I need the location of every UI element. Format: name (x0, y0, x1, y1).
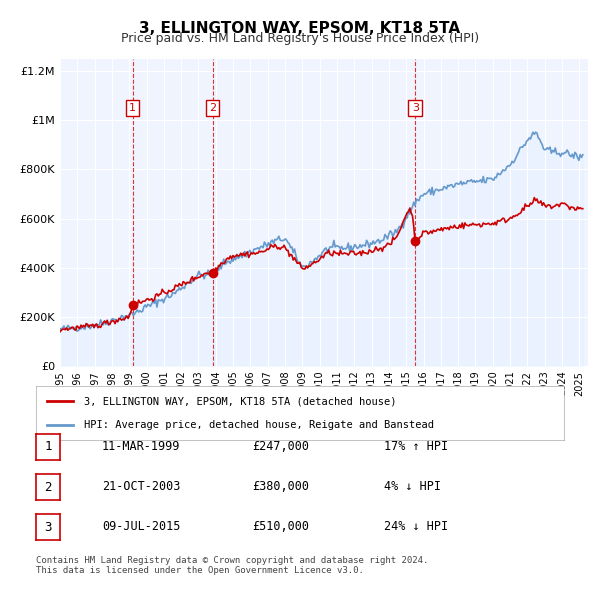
Text: 24% ↓ HPI: 24% ↓ HPI (384, 520, 448, 533)
Text: Price paid vs. HM Land Registry's House Price Index (HPI): Price paid vs. HM Land Registry's House … (121, 32, 479, 45)
Text: 11-MAR-1999: 11-MAR-1999 (102, 440, 181, 453)
Text: 1: 1 (44, 440, 52, 454)
Text: 3, ELLINGTON WAY, EPSOM, KT18 5TA: 3, ELLINGTON WAY, EPSOM, KT18 5TA (139, 21, 461, 35)
Text: 2: 2 (209, 103, 216, 113)
Text: 2: 2 (44, 480, 52, 494)
Text: 17% ↑ HPI: 17% ↑ HPI (384, 440, 448, 453)
Text: 4% ↓ HPI: 4% ↓ HPI (384, 480, 441, 493)
Text: 09-JUL-2015: 09-JUL-2015 (102, 520, 181, 533)
Text: 3: 3 (44, 520, 52, 534)
Text: £380,000: £380,000 (252, 480, 309, 493)
Text: £510,000: £510,000 (252, 520, 309, 533)
Text: 3, ELLINGTON WAY, EPSOM, KT18 5TA (detached house): 3, ELLINGTON WAY, EPSOM, KT18 5TA (detac… (83, 396, 396, 407)
Text: Contains HM Land Registry data © Crown copyright and database right 2024.
This d: Contains HM Land Registry data © Crown c… (36, 556, 428, 575)
Text: 3: 3 (412, 103, 419, 113)
Text: 1: 1 (129, 103, 136, 113)
Text: 21-OCT-2003: 21-OCT-2003 (102, 480, 181, 493)
Text: £247,000: £247,000 (252, 440, 309, 453)
Text: HPI: Average price, detached house, Reigate and Banstead: HPI: Average price, detached house, Reig… (83, 419, 434, 430)
